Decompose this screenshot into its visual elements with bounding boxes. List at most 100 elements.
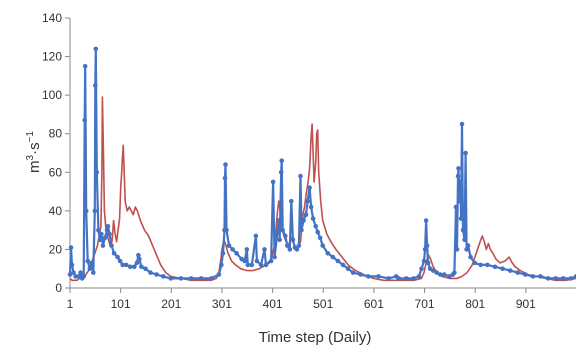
data-point [104, 227, 110, 233]
data-point [538, 274, 543, 279]
data-point [160, 274, 166, 279]
data-point [123, 262, 129, 268]
data-point [478, 262, 484, 268]
data-point [305, 198, 310, 204]
data-point [317, 235, 323, 241]
x-tick-label: 601 [364, 297, 384, 311]
data-point [492, 264, 498, 270]
data-point [244, 247, 250, 252]
data-point [85, 258, 90, 264]
data-point [452, 270, 457, 275]
data-point [128, 264, 133, 270]
data-point [464, 247, 469, 252]
data-point [109, 243, 114, 248]
data-point [424, 243, 430, 248]
data-point [115, 254, 120, 260]
data-point [386, 276, 391, 281]
data-point [455, 173, 461, 179]
data-point [553, 276, 558, 281]
data-point [245, 262, 251, 268]
data-point [71, 270, 76, 275]
data-point [447, 274, 452, 279]
data-point [411, 276, 417, 281]
y-axis-label-base: m [26, 160, 43, 173]
y-tick-label: 0 [55, 281, 62, 295]
data-point [294, 247, 300, 252]
data-point [120, 262, 125, 268]
y-axis-ticks: 0 20 40 60 80 100 120 140 [42, 11, 70, 295]
data-point [287, 247, 293, 252]
data-point [209, 276, 214, 281]
data-point [500, 266, 505, 272]
data-point [330, 254, 336, 260]
data-point [419, 266, 424, 272]
data-point [188, 276, 194, 281]
series-1 [69, 96, 576, 282]
y-axis-label-mid: ·s [26, 142, 43, 155]
data-point [69, 262, 75, 268]
data-point [272, 254, 277, 260]
x-tick-label: 201 [161, 297, 181, 311]
data-point [310, 216, 316, 221]
data-point [453, 204, 459, 210]
data-point [561, 276, 566, 281]
x-tick-label: 501 [313, 297, 333, 311]
data-point [76, 274, 81, 279]
x-axis-ticks: 1 101 201 301 401 501 601 701 801 901 [67, 288, 536, 311]
data-point [78, 270, 83, 275]
data-point [91, 270, 96, 275]
data-point [345, 266, 351, 272]
data-point [438, 272, 443, 277]
data-point [249, 262, 255, 268]
y-tick-label: 80 [49, 127, 63, 141]
data-point [434, 270, 440, 275]
data-point [468, 254, 473, 260]
data-point [462, 237, 467, 243]
data-point [105, 224, 111, 229]
data-point [93, 46, 99, 52]
data-point [456, 166, 461, 171]
data-point [87, 266, 93, 272]
data-point [485, 262, 490, 268]
data-point [545, 276, 551, 281]
x-tick-label: 901 [516, 297, 536, 311]
data-point [137, 256, 142, 262]
data-point [296, 243, 302, 248]
data-point [463, 150, 468, 156]
data-point [154, 272, 159, 277]
data-point [425, 260, 431, 266]
data-point [216, 272, 222, 277]
data-point [148, 270, 153, 275]
data-point [96, 227, 101, 233]
data-point [458, 179, 463, 185]
data-point [111, 251, 117, 256]
y-tick-label: 20 [49, 242, 63, 256]
data-point [283, 233, 288, 239]
y-tick-label: 120 [42, 50, 62, 64]
data-point [107, 231, 112, 237]
data-point [270, 179, 276, 185]
data-point [277, 237, 283, 243]
x-tick-label: 401 [263, 297, 283, 311]
data-point [83, 208, 89, 214]
data-point [285, 243, 290, 248]
data-point [523, 272, 528, 277]
data-point [278, 170, 284, 175]
data-point [472, 260, 478, 266]
x-tick-label: 301 [212, 297, 232, 311]
data-point [224, 227, 229, 233]
data-point [226, 243, 232, 248]
data-point [132, 264, 137, 270]
data-point [460, 227, 466, 233]
data-point [263, 262, 269, 268]
data-point [279, 158, 285, 163]
data-point [81, 274, 86, 279]
y-axis-label: m3·s−1 [25, 131, 43, 173]
series-layer [67, 46, 576, 282]
x-tick-label: 1 [67, 297, 74, 311]
data-point [442, 272, 447, 277]
data-point [315, 229, 321, 235]
y-axis-label-sup2: −1 [25, 131, 36, 143]
x-tick-label: 101 [111, 297, 131, 311]
data-point [99, 231, 104, 237]
